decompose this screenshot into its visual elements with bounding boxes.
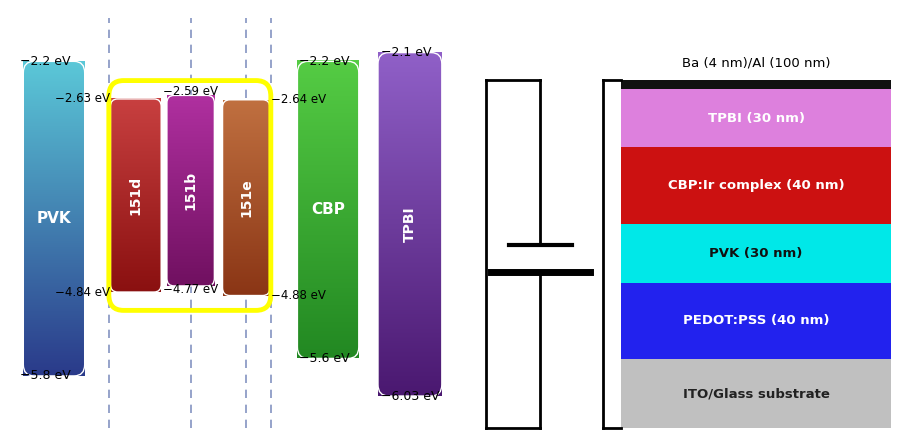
Bar bbox=[621, 80, 891, 89]
Text: PVK (30 nm): PVK (30 nm) bbox=[709, 247, 803, 260]
Text: −6.03 eV: −6.03 eV bbox=[382, 389, 440, 402]
Text: −5.8 eV: −5.8 eV bbox=[21, 369, 71, 382]
Text: −2.2 eV: −2.2 eV bbox=[21, 55, 71, 68]
Text: −2.63 eV: −2.63 eV bbox=[56, 92, 111, 105]
Bar bbox=[621, 283, 891, 359]
Bar bbox=[621, 148, 891, 224]
Text: −2.1 eV: −2.1 eV bbox=[382, 46, 432, 59]
Text: 151d: 151d bbox=[129, 176, 143, 215]
Text: −4.88 eV: −4.88 eV bbox=[271, 289, 326, 302]
Text: −4.77 eV: −4.77 eV bbox=[163, 283, 218, 296]
Text: CBP: CBP bbox=[311, 202, 345, 217]
Text: CBP:Ir complex (40 nm): CBP:Ir complex (40 nm) bbox=[668, 179, 844, 192]
Text: ITO/Glass substrate: ITO/Glass substrate bbox=[682, 387, 830, 400]
Bar bbox=[621, 359, 891, 428]
Bar bbox=[621, 224, 891, 283]
Bar bbox=[621, 89, 891, 148]
Text: TPBI: TPBI bbox=[403, 206, 417, 242]
Text: −4.84 eV: −4.84 eV bbox=[56, 285, 111, 298]
Text: −5.6 eV: −5.6 eV bbox=[299, 352, 349, 365]
Text: 151b: 151b bbox=[184, 171, 198, 210]
Text: TPBI (30 nm): TPBI (30 nm) bbox=[707, 112, 805, 124]
Text: −2.2 eV: −2.2 eV bbox=[299, 55, 349, 68]
Text: −2.59 eV: −2.59 eV bbox=[163, 86, 218, 99]
Text: −2.64 eV: −2.64 eV bbox=[271, 93, 326, 106]
Text: 151e: 151e bbox=[239, 178, 253, 217]
Text: PVK: PVK bbox=[37, 211, 71, 226]
Text: PEDOT:PSS (40 nm): PEDOT:PSS (40 nm) bbox=[683, 314, 829, 327]
Text: Ba (4 nm)/Al (100 nm): Ba (4 nm)/Al (100 nm) bbox=[682, 56, 830, 69]
